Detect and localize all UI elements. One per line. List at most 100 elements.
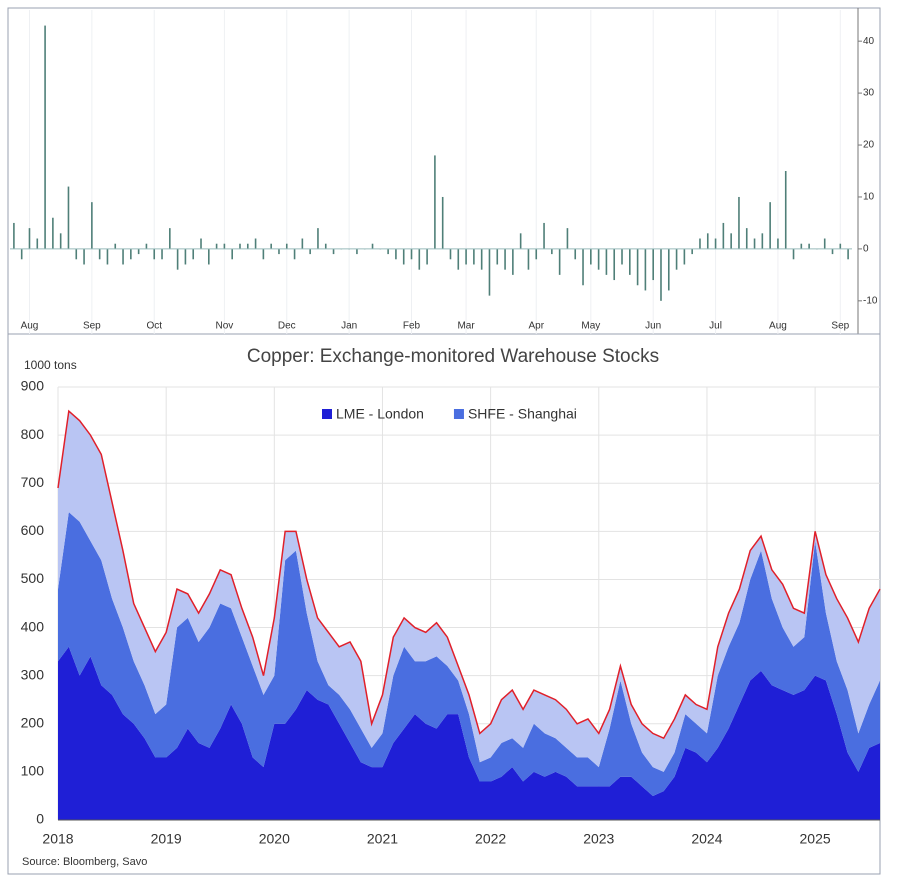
y-tick-label: 0: [863, 244, 869, 255]
bar: [285, 243, 288, 249]
bar: [582, 248, 584, 286]
bar: [169, 228, 171, 249]
bar: [402, 248, 405, 265]
bar: [777, 238, 779, 249]
bar: [153, 248, 156, 260]
bar: [683, 248, 686, 265]
bar: [800, 243, 803, 249]
bar: [769, 202, 771, 249]
bar: [667, 248, 670, 291]
bar: [309, 248, 311, 255]
bar: [449, 248, 452, 260]
bar: [652, 248, 654, 281]
y-tick-label: 300: [21, 666, 45, 682]
x-tick-label: Sep: [831, 321, 849, 332]
bar: [730, 233, 732, 249]
legend-label: LME - London: [336, 406, 424, 422]
bar: [114, 243, 117, 249]
bar: [512, 248, 514, 275]
area: [58, 512, 880, 796]
x-tick-label: May: [581, 321, 600, 332]
x-tick-label: 2021: [367, 831, 398, 847]
x-tick-label: 2023: [583, 831, 614, 847]
bar: [83, 248, 85, 265]
bar: [504, 248, 506, 270]
y-tick-label: 900: [21, 378, 45, 394]
bar: [496, 248, 499, 265]
bar: [52, 217, 54, 249]
bar: [566, 228, 569, 249]
y-tick-label: 0: [36, 811, 44, 827]
bar: [192, 248, 195, 260]
bar: [395, 248, 397, 260]
bar: [36, 238, 39, 249]
bar: [675, 248, 678, 270]
bar: [278, 248, 280, 255]
bar: [590, 248, 592, 265]
bar: [706, 233, 709, 249]
bar: [91, 202, 93, 249]
bar: [441, 196, 444, 249]
legend-label: SHFE - Shanghai: [468, 406, 577, 422]
bar: [465, 248, 467, 265]
bar: [130, 248, 132, 260]
bar: [106, 248, 109, 265]
bar: [527, 248, 530, 270]
x-tick-label: Oct: [146, 321, 162, 332]
bar: [519, 233, 522, 249]
bar: [636, 248, 639, 286]
bar: [473, 248, 475, 265]
x-tick-label: Aug: [21, 321, 39, 332]
bar: [792, 248, 795, 260]
bar: [457, 248, 460, 270]
y-tick-label: 40: [863, 36, 875, 47]
bar: [410, 248, 413, 260]
bar: [847, 248, 849, 260]
bar: [122, 248, 124, 265]
bar: [254, 238, 257, 249]
bar: [200, 238, 202, 249]
bar: [231, 248, 233, 260]
x-tick-label: Aug: [769, 321, 787, 332]
bar: [270, 243, 272, 249]
chart-title: Copper: Exchange-monitored Warehouse Sto…: [247, 346, 659, 367]
bar: [691, 248, 693, 255]
bar: [839, 243, 842, 249]
bar: [67, 186, 70, 249]
bar: [184, 248, 187, 265]
y-tick-label: 20: [863, 140, 875, 151]
bar: [28, 228, 31, 249]
bar: [176, 248, 179, 270]
y-tick-label: 30: [863, 88, 875, 99]
bar: [332, 248, 335, 255]
bar: [488, 248, 491, 296]
bar: [434, 155, 436, 249]
bar: [574, 248, 577, 260]
y-tick-label: 700: [21, 474, 45, 490]
bar: [644, 248, 647, 291]
y-tick-label: 600: [21, 522, 45, 538]
bar: [371, 243, 374, 249]
bar: [543, 222, 545, 249]
bar: [301, 238, 304, 249]
x-tick-label: Nov: [215, 321, 233, 332]
y-tick-label: 500: [21, 570, 45, 586]
bar: [20, 248, 23, 260]
bar: [629, 248, 631, 275]
x-tick-label: 2019: [151, 831, 182, 847]
y-tick-label: 400: [21, 618, 45, 634]
total-outline: [57, 409, 881, 740]
y-tick-label: 800: [21, 426, 45, 442]
bar: [745, 228, 748, 249]
x-tick-label: Feb: [403, 321, 421, 332]
bar: [59, 233, 62, 249]
area: [58, 411, 880, 772]
y-tick-label: 200: [21, 714, 45, 730]
x-tick-label: Dec: [278, 321, 296, 332]
bar: [558, 248, 561, 275]
x-tick-label: 2018: [42, 831, 73, 847]
x-tick-label: Sep: [83, 321, 101, 332]
bar: [738, 196, 740, 249]
bar: [831, 248, 834, 255]
